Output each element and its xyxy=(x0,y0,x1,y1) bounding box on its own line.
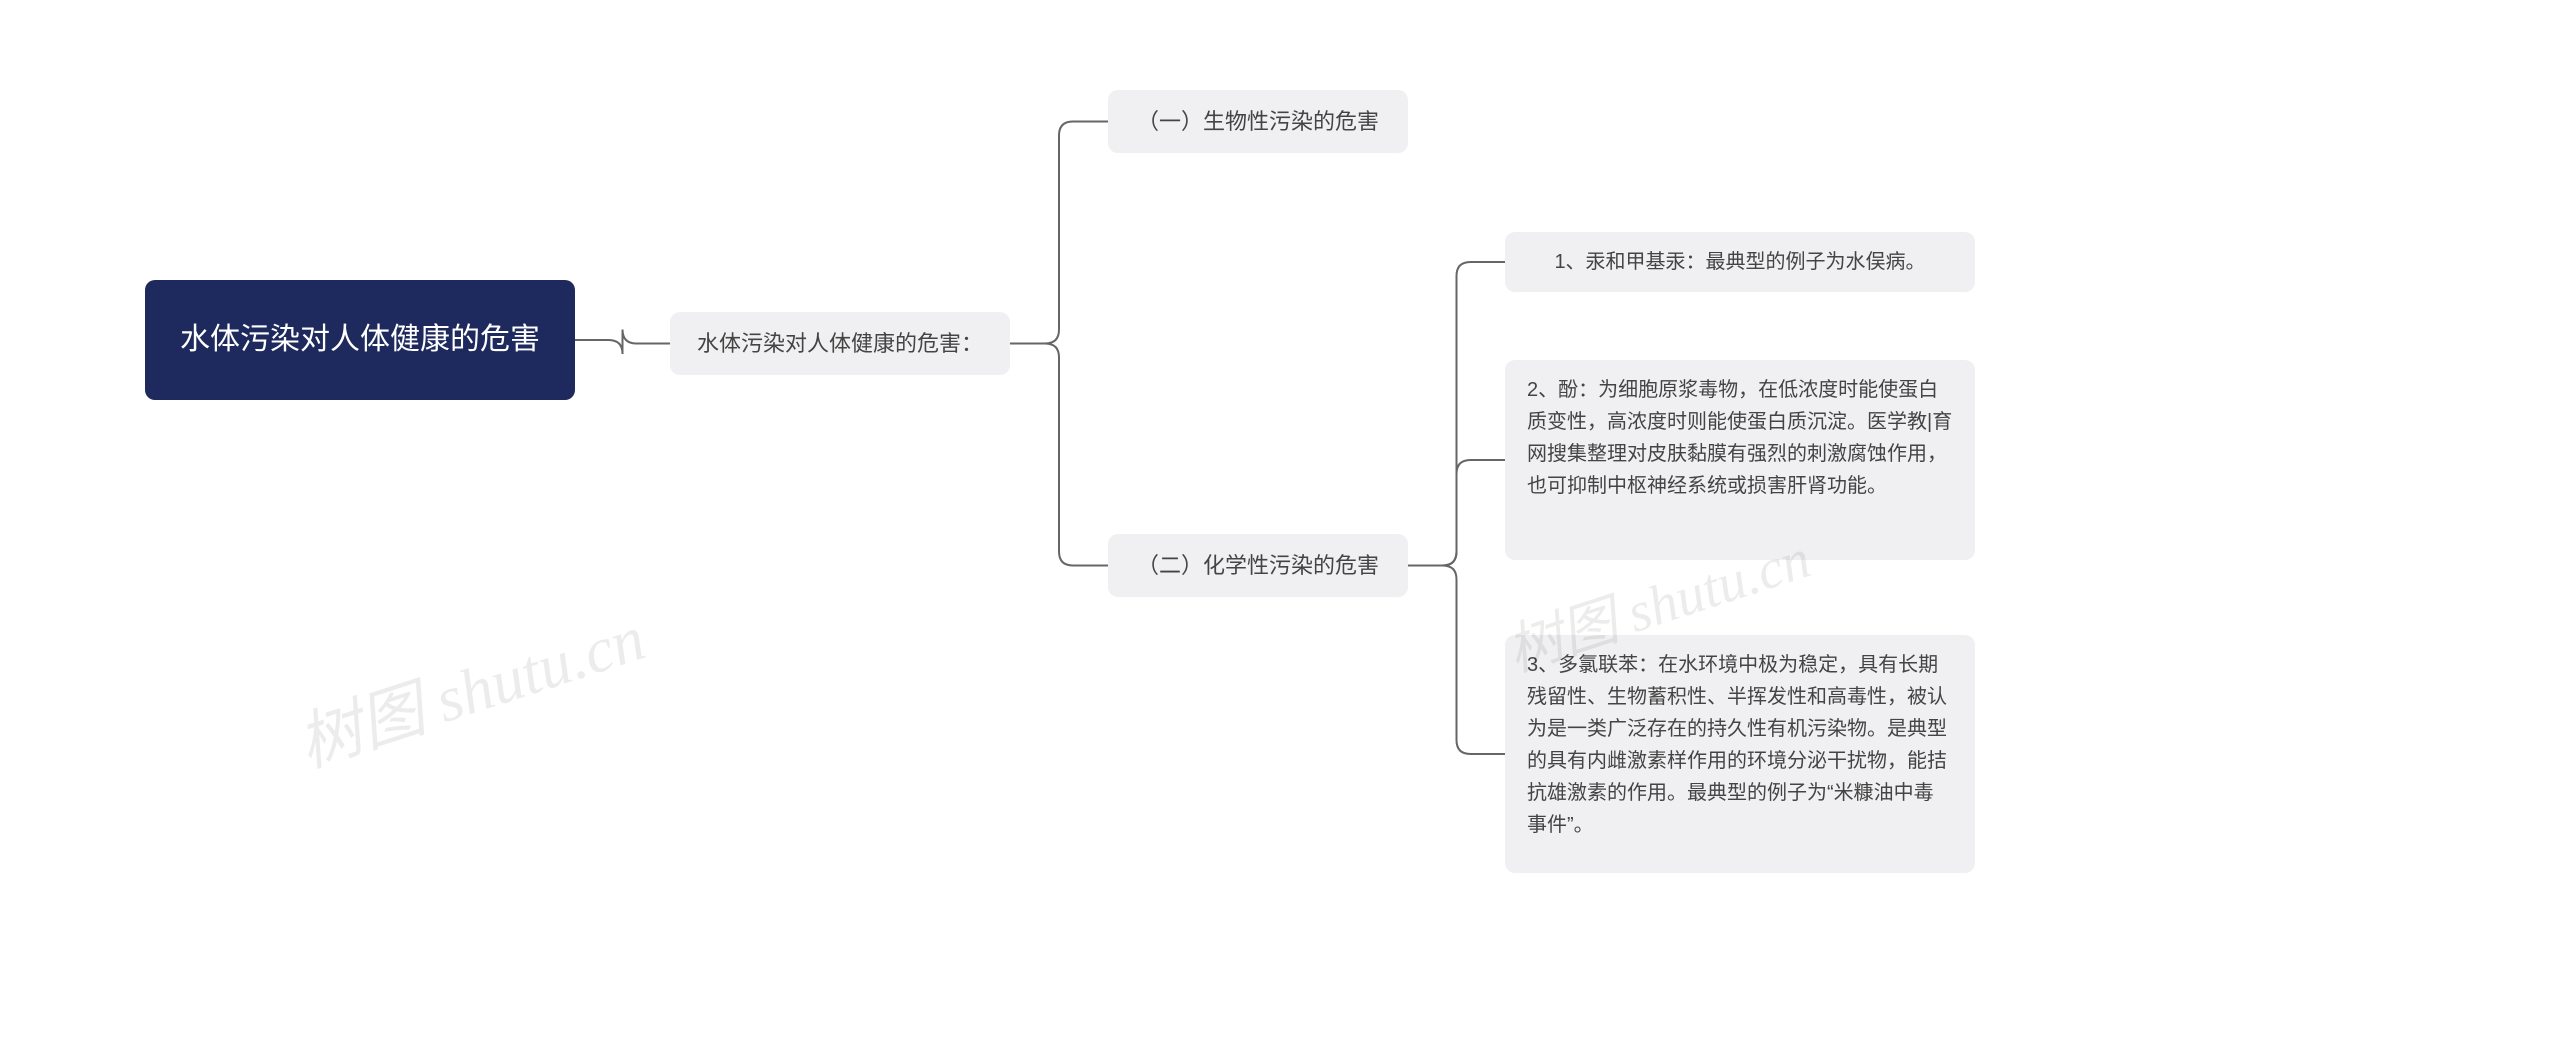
connector xyxy=(1010,344,1108,566)
branch-b-node: （二）化学性污染的危害 xyxy=(1108,534,1408,597)
connector xyxy=(575,330,670,355)
leaf-1-node: 1、汞和甲基汞：最典型的例子为水俣病。 xyxy=(1505,232,1975,292)
level1-node: 水体污染对人体健康的危害： xyxy=(670,312,1010,375)
connector xyxy=(1408,262,1505,566)
root-node: 水体污染对人体健康的危害 xyxy=(145,280,575,400)
branch-a-node: （一）生物性污染的危害 xyxy=(1108,90,1408,153)
leaf-3-node: 3、多氯联苯：在水环境中极为稳定，具有长期残留性、生物蓄积性、半挥发性和高毒性，… xyxy=(1505,635,1975,873)
connector-layer xyxy=(0,0,2560,1053)
connector xyxy=(1408,460,1505,566)
connector xyxy=(1010,122,1108,344)
watermark-1: 树图 shutu.cn xyxy=(285,587,655,785)
leaf-2-node: 2、酚：为细胞原浆毒物，在低浓度时能使蛋白质变性，高浓度时则能使蛋白质沉淀。医学… xyxy=(1505,360,1975,560)
connector xyxy=(1408,566,1505,755)
